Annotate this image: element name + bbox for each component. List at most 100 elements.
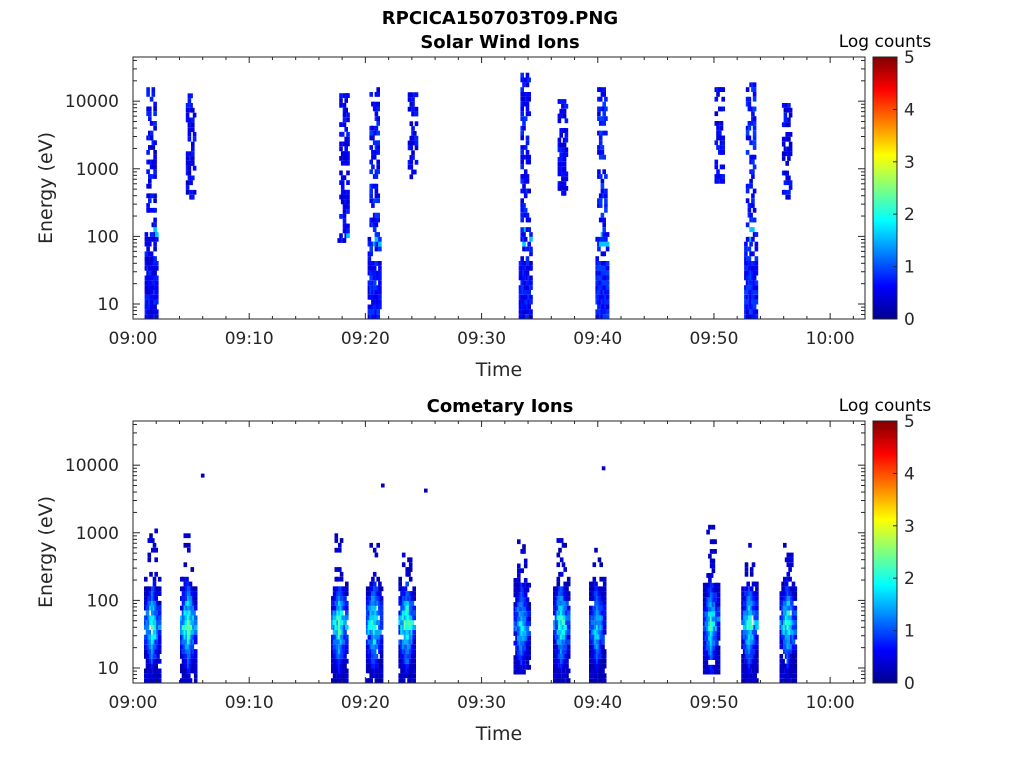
heatmap-cell <box>372 265 377 271</box>
heatmap-cell <box>554 644 559 650</box>
heatmap-cell <box>602 217 606 223</box>
heatmap-cell <box>193 654 198 659</box>
heatmap-cell <box>708 553 712 559</box>
heatmap-cell <box>788 107 793 113</box>
heatmap-cell <box>520 611 524 617</box>
heatmap-cell <box>147 552 152 558</box>
heatmap-cell <box>755 620 759 625</box>
heatmap-cell <box>602 87 606 92</box>
heatmap-cell <box>751 169 755 175</box>
heatmap-cell <box>788 132 793 137</box>
heatmap-cell <box>378 241 382 247</box>
heatmap-cell <box>157 639 162 645</box>
heatmap-cell <box>374 183 379 189</box>
heatmap-cell <box>598 174 603 179</box>
heatmap-cell <box>376 164 380 170</box>
heatmap-cell <box>187 136 192 142</box>
heatmap-cell <box>153 111 157 117</box>
heatmap-cell <box>790 600 794 606</box>
heatmap-cell <box>193 634 198 640</box>
heatmap-cell <box>602 222 606 228</box>
heatmap-cell <box>602 596 607 601</box>
heatmap-cell <box>704 660 709 665</box>
heatmap-cell <box>346 204 350 210</box>
heatmap-cell <box>561 649 566 654</box>
heatmap-cell <box>525 246 530 252</box>
heatmap-cell <box>600 304 605 310</box>
heatmap-cell <box>367 634 372 640</box>
heatmap-cell <box>403 644 408 650</box>
heatmap-cell <box>529 265 533 271</box>
heatmap-cell <box>598 130 603 136</box>
heatmap-cell <box>559 161 563 167</box>
heatmap-cell <box>716 602 721 607</box>
heatmap-cell <box>745 222 750 228</box>
heatmap-cell <box>529 314 533 319</box>
heatmap-cell <box>785 151 789 157</box>
heatmap-cell <box>565 586 569 592</box>
heatmap-cell <box>605 304 610 310</box>
heatmap-cell <box>338 542 342 548</box>
heatmap-cell <box>602 615 607 621</box>
heatmap-cell <box>374 222 379 228</box>
heatmap-cell <box>523 592 528 598</box>
heatmap-cell <box>604 116 608 121</box>
heatmap-cell <box>557 142 562 148</box>
y-tick-label: 100 <box>87 591 119 611</box>
heatmap-cell <box>752 125 757 131</box>
heatmap-cell <box>523 558 528 564</box>
x-axis-label-cometary: Time <box>475 723 523 745</box>
heatmap-cell <box>369 145 373 150</box>
heatmap-cell <box>751 251 755 257</box>
heatmap-cell <box>793 629 798 635</box>
heatmap-cell <box>748 668 752 674</box>
heatmap-cell <box>522 606 526 612</box>
heatmap-cell <box>721 174 725 179</box>
heatmap-cell <box>527 217 531 223</box>
heatmap-cell <box>754 232 759 237</box>
heatmap-cell <box>153 304 157 310</box>
heatmap-cell <box>716 669 721 675</box>
heatmap-cell <box>153 241 157 247</box>
heatmap-cell <box>787 103 791 108</box>
heatmap-cell <box>602 600 607 606</box>
heatmap-cell <box>144 232 149 237</box>
heatmap-cell <box>413 131 417 136</box>
heatmap-cell <box>605 285 610 290</box>
heatmap-cell <box>527 290 531 295</box>
heatmap-cell <box>527 650 531 656</box>
heatmap-cell <box>378 246 382 252</box>
heatmap-cell <box>525 135 530 141</box>
heatmap-cell <box>721 87 725 92</box>
heatmap-cell <box>372 140 377 146</box>
heatmap-cell <box>155 290 159 295</box>
heatmap-cell <box>564 132 569 138</box>
y-tick-label: 1000 <box>76 160 119 180</box>
heatmap-cell <box>566 625 571 630</box>
heatmap-cell <box>754 299 759 305</box>
heatmap-cell <box>604 207 608 213</box>
heatmap-cell <box>157 644 162 650</box>
heatmap-cell <box>185 103 190 108</box>
heatmap-cell <box>193 639 198 645</box>
heatmap-cell <box>193 596 198 601</box>
heatmap-cell <box>369 130 373 136</box>
heatmap-cell <box>604 198 608 204</box>
heatmap-cell <box>379 615 384 621</box>
heatmap-cell <box>185 581 189 587</box>
heatmap-cell <box>788 146 793 152</box>
heatmap-cell <box>748 620 752 625</box>
heatmap-cell <box>193 649 198 654</box>
heatmap-cell <box>718 130 722 136</box>
heatmap-cell <box>148 178 152 184</box>
heatmap-cell <box>153 227 157 232</box>
heatmap-cell <box>346 156 350 161</box>
heatmap-cell <box>711 558 716 564</box>
heatmap-cell <box>781 151 786 157</box>
heatmap-cell <box>744 246 748 252</box>
heatmap-cell <box>185 112 190 118</box>
heatmap-cell <box>153 121 157 126</box>
heatmap-cell <box>566 634 571 640</box>
heatmap-cell <box>600 251 605 257</box>
heatmap-cell <box>520 106 524 112</box>
